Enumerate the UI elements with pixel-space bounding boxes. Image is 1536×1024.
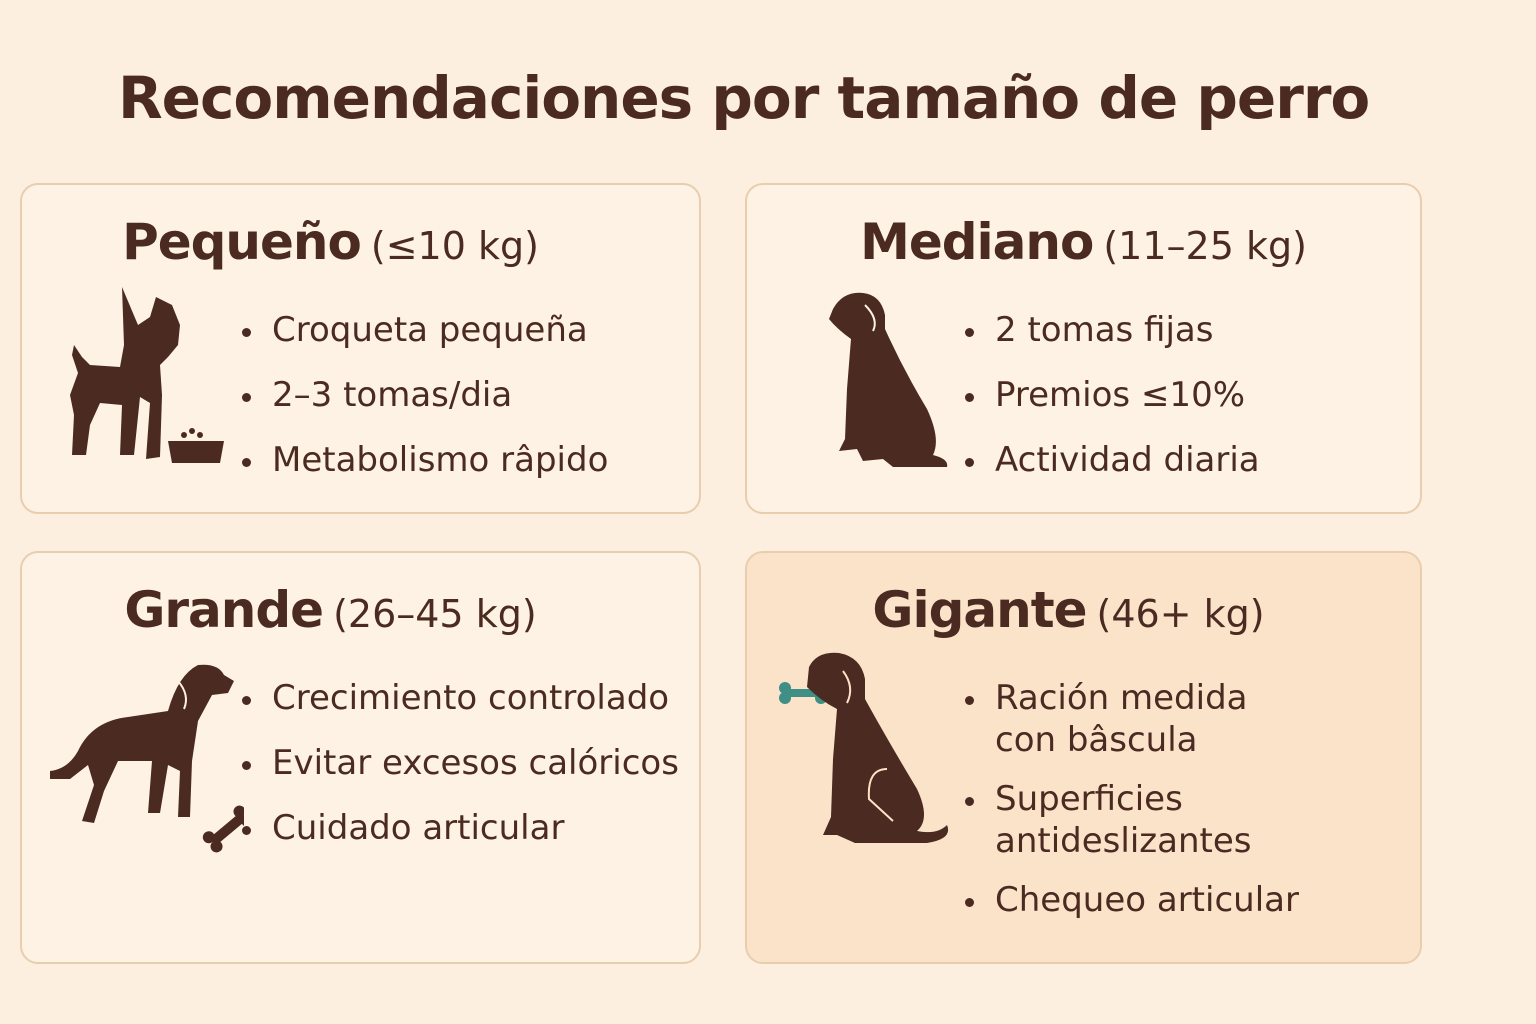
giant-dog-icon xyxy=(779,652,949,843)
card-heading: Gigante (46+ kg) xyxy=(747,581,1420,639)
size-name: Mediano xyxy=(860,213,1094,271)
size-name: Pequeño xyxy=(122,213,362,271)
list-item: Evitar excesos calóricos xyxy=(242,742,679,784)
page-title: Recomendaciones por tamaño de perro xyxy=(118,64,1370,132)
list-item: Actividad diaria xyxy=(965,439,1260,481)
list-item: Premios ≤10% xyxy=(965,374,1260,416)
recommendation-list: 2 tomas fijas Premios ≤10% Actividad dia… xyxy=(965,309,1260,504)
size-name: Gigante xyxy=(872,581,1087,639)
medium-dog-icon xyxy=(829,292,948,467)
card-heading: Mediano (11–25 kg) xyxy=(747,213,1420,271)
list-item: Metabolismo râpido xyxy=(242,439,608,481)
small-dog-icon xyxy=(70,287,224,463)
recommendation-list: Crecimiento controlado Evitar excesos ca… xyxy=(242,677,679,872)
card-heading: Grande (26–45 kg) xyxy=(22,581,699,639)
list-item: Ración medida con bâscula xyxy=(965,677,1299,761)
list-item: Chequeo articular xyxy=(965,879,1299,921)
recommendation-list: Croqueta pequeña 2–3 tomas/dia Metabolis… xyxy=(242,309,608,504)
list-item: Croqueta pequeña xyxy=(242,309,608,351)
list-item: Crecimiento controlado xyxy=(242,677,679,719)
card-heading: Pequeño (≤10 kg) xyxy=(22,213,699,271)
card-gigante: Gigante (46+ kg) Ración medida con bâscul… xyxy=(745,551,1422,964)
weight-range: (26–45 kg) xyxy=(333,592,537,636)
list-item: Superficies antideslizantes xyxy=(965,778,1299,862)
card-pequeno: Pequeño (≤10 kg) Croqueta pequeña 2–3 tom… xyxy=(20,183,701,514)
list-item: 2 tomas fijas xyxy=(965,309,1260,351)
weight-range: (≤10 kg) xyxy=(370,224,539,268)
weight-range: (11–25 kg) xyxy=(1103,224,1307,268)
card-grande: Grande (26–45 kg) Crecimiento controlado … xyxy=(20,551,701,964)
recommendation-list: Ración medida con bâscula Superficies an… xyxy=(965,677,1299,938)
list-item: Cuidado articular xyxy=(242,807,679,849)
weight-range: (46+ kg) xyxy=(1096,592,1265,636)
card-mediano: Mediano (11–25 kg) 2 tomas fijas Premios … xyxy=(745,183,1422,514)
list-item: 2–3 tomas/dia xyxy=(242,374,608,416)
large-dog-icon xyxy=(50,664,244,853)
size-name: Grande xyxy=(124,581,324,639)
